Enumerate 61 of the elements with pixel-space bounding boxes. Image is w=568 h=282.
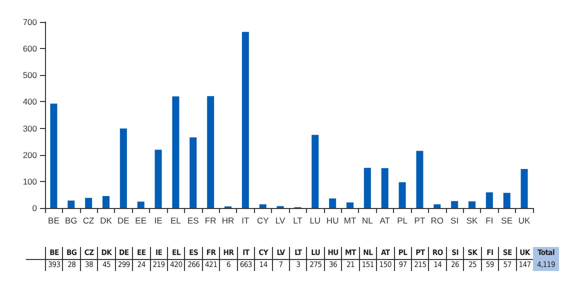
bar	[190, 137, 197, 208]
x-tick-label: IT	[242, 216, 250, 226]
bar	[102, 196, 110, 208]
x-tick-label: LV	[275, 216, 286, 226]
bar	[85, 198, 92, 208]
bar	[242, 32, 249, 208]
x-tick-label: LT	[293, 216, 302, 226]
bar	[398, 182, 406, 208]
x-tick-label: FR	[204, 216, 216, 226]
x-tick-label: AT	[380, 216, 390, 226]
x-tick-label: IE	[154, 216, 163, 226]
x-tick-label: RO	[430, 216, 444, 226]
x-tick-label: CY	[256, 216, 270, 226]
bar	[120, 128, 127, 208]
bar	[346, 202, 354, 208]
bar	[520, 168, 528, 208]
x-tick-label: DK	[100, 216, 112, 226]
y-tick-label: 700	[22, 17, 38, 27]
bar	[259, 204, 266, 208]
bar	[434, 204, 441, 208]
x-tick-label: DE	[118, 216, 130, 226]
y-tick-label: 0	[32, 203, 38, 213]
bar	[329, 198, 336, 208]
bar	[154, 150, 162, 208]
bar	[503, 192, 510, 208]
y-tick-label: 300	[22, 123, 38, 134]
bar	[381, 168, 388, 208]
y-tick-label: 100	[22, 176, 38, 186]
x-tick-label: SE	[501, 216, 513, 226]
x-tick-label: BG	[65, 216, 78, 226]
x-tick-label: UK	[518, 216, 531, 226]
bar	[50, 104, 58, 208]
x-tick-label: EL	[170, 216, 182, 226]
x-tick-label: LU	[310, 216, 321, 226]
bar	[172, 96, 180, 208]
bar	[68, 200, 75, 208]
x-tick-label: NL	[362, 216, 374, 226]
x-tick-label: EE	[135, 216, 147, 226]
x-tick-label: PT	[414, 216, 426, 226]
x-tick-label: CZ	[82, 216, 94, 226]
x-tick-label: BE	[48, 216, 60, 226]
x-tick-label: ES	[187, 216, 200, 226]
y-tick-label: 200	[22, 150, 38, 160]
x-tick-label: HU	[326, 216, 339, 226]
bar	[468, 201, 476, 208]
bar	[312, 134, 319, 208]
y-tick-label: 600	[22, 44, 38, 54]
x-tick-label: PL	[397, 216, 408, 226]
bar	[364, 168, 371, 208]
y-tick-label: 500	[22, 70, 38, 80]
x-tick-label: MT	[344, 216, 356, 226]
x-tick-label: SK	[466, 216, 478, 226]
bar	[137, 202, 144, 208]
bar	[451, 201, 458, 208]
x-tick-label: SI	[450, 216, 459, 226]
x-tick-label: HR	[222, 216, 234, 226]
y-tick-label: 400	[22, 96, 38, 107]
bar	[207, 96, 214, 208]
bar	[416, 150, 424, 208]
x-tick-label: FI	[486, 216, 494, 226]
bar	[486, 192, 493, 208]
